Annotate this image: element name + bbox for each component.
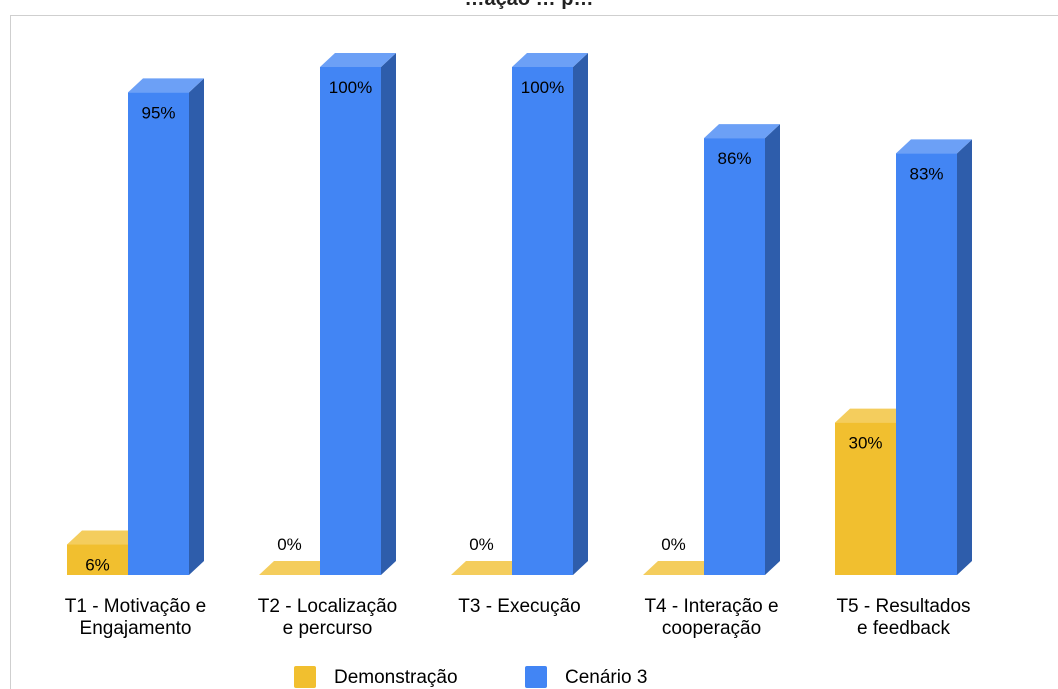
data-label: 0% [469,535,494,554]
bar-cenario3-4 [704,124,780,576]
data-label: 83% [909,164,943,183]
bar-front-face [320,67,381,575]
bar-top-face [512,53,588,67]
bar-cenario3-1 [128,78,204,576]
bar-demonstracao-3 [451,561,527,575]
bar-top-face [67,530,143,545]
bar-top-face [896,139,972,154]
bar-demonstracao-2 [259,561,335,575]
data-label: 100% [329,78,372,97]
x-tick-label: T5 - Resultados e feedback [836,596,970,639]
bar-top-face [128,78,204,93]
x-axis-labels: T1 - Motivação e Engajamento T2 - Localiza… [65,596,971,639]
bar-top-face [835,408,911,423]
x-tick-label: T1 - Motivação e Engajamento [65,596,207,639]
data-label: 6% [85,556,110,575]
data-label: 95% [141,103,175,122]
x-tick-label: T2 - Localização e percurso [258,596,397,639]
bar-front-face [835,422,896,575]
data-label: 100% [521,78,564,97]
data-label: 0% [277,535,302,554]
bar-side-face [765,124,780,576]
legend-swatch [294,666,316,688]
legend: Demonstração Cenário 3 [294,666,647,688]
bar-top-face [320,53,396,67]
labels-layer: 6% 95% 0% 100% 0% 100% 0% 86% 30% 83% [85,78,943,575]
chart-title: …ação … p… [0,0,1058,11]
data-label: 0% [661,535,686,554]
bar-top-face [451,561,527,575]
bar-demonstracao-4 [643,561,719,575]
bar-cenario3-3 [512,53,588,575]
legend-swatch [525,666,547,688]
bar-front-face [512,67,573,575]
bar-top-face [643,561,719,575]
data-label: 86% [717,149,751,168]
bars-layer [67,53,972,576]
x-tick-label: T3 - Execução [458,596,581,617]
bar-side-face [573,53,588,575]
chart-frame [10,15,1058,689]
bar-side-face [381,53,396,575]
bar-side-face [957,139,972,576]
data-label: 30% [848,434,882,453]
legend-item-demonstracao: Demonstração [294,666,458,688]
legend-item-cenario3: Cenário 3 [525,666,647,688]
bar-front-face [896,153,957,576]
x-tick-label: T4 - Interação e cooperação [644,596,778,639]
bar-front-face [128,92,189,576]
bar-front-face [704,138,765,575]
bar-top-face [259,561,335,575]
bar-top-face [704,124,780,139]
bar-cenario3-2 [320,53,396,575]
bar-side-face [189,78,204,576]
legend-label: Demonstração [334,667,458,688]
legend-label: Cenário 3 [565,667,647,688]
bar-cenario3-5 [896,139,972,576]
bar-front-face [67,544,128,575]
